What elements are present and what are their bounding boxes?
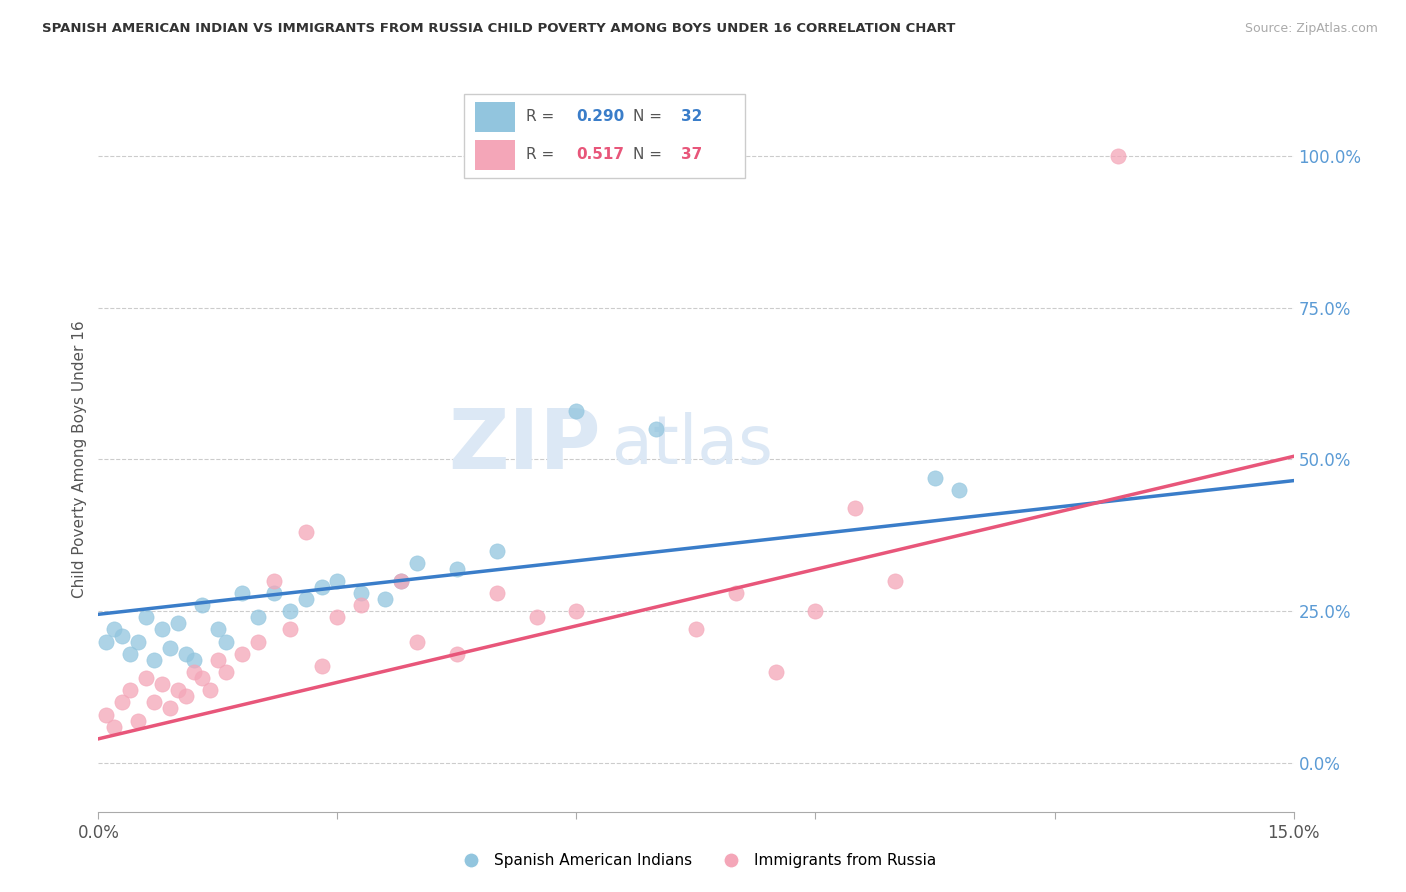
Text: 32: 32	[681, 109, 702, 124]
Point	[111, 628, 134, 642]
Text: ZIP: ZIP	[449, 405, 600, 486]
Point	[159, 640, 181, 655]
Point	[215, 634, 238, 648]
Point	[127, 714, 149, 728]
Point	[645, 422, 668, 436]
Point	[159, 701, 181, 715]
Point	[143, 653, 166, 667]
Point	[231, 586, 253, 600]
Point	[565, 604, 588, 618]
Point	[120, 647, 142, 661]
Point	[311, 580, 333, 594]
Text: N =: N =	[633, 109, 666, 124]
Point	[685, 623, 707, 637]
Point	[446, 562, 468, 576]
Point	[389, 574, 412, 588]
Point	[103, 623, 125, 637]
FancyBboxPatch shape	[475, 140, 515, 169]
Point	[485, 586, 508, 600]
Point	[406, 634, 429, 648]
Point	[183, 665, 205, 679]
Point	[191, 598, 214, 612]
Point	[246, 634, 269, 648]
Point	[1107, 148, 1129, 162]
Point	[183, 653, 205, 667]
Point	[127, 634, 149, 648]
Point	[948, 483, 970, 497]
Point	[174, 647, 197, 661]
Point	[724, 586, 747, 600]
Text: 0.517: 0.517	[576, 147, 624, 162]
Point	[246, 610, 269, 624]
Text: N =: N =	[633, 147, 666, 162]
Point	[294, 592, 316, 607]
Text: 37: 37	[681, 147, 702, 162]
Point	[278, 623, 301, 637]
Point	[526, 610, 548, 624]
Point	[103, 720, 125, 734]
Text: R =: R =	[526, 147, 560, 162]
Point	[406, 556, 429, 570]
Point	[884, 574, 907, 588]
Point	[143, 695, 166, 709]
Point	[485, 543, 508, 558]
Point	[278, 604, 301, 618]
Point	[924, 470, 946, 484]
Point	[844, 500, 866, 515]
Y-axis label: Child Poverty Among Boys Under 16: Child Poverty Among Boys Under 16	[72, 320, 87, 599]
Point	[191, 671, 214, 685]
Text: Source: ZipAtlas.com: Source: ZipAtlas.com	[1244, 22, 1378, 36]
Point	[207, 653, 229, 667]
Point	[263, 586, 285, 600]
Point	[446, 647, 468, 661]
Point	[96, 634, 118, 648]
Point	[326, 574, 349, 588]
Point	[374, 592, 396, 607]
Point	[150, 677, 173, 691]
Point	[294, 525, 316, 540]
Point	[167, 683, 190, 698]
Point	[135, 610, 157, 624]
Point	[198, 683, 221, 698]
Point	[111, 695, 134, 709]
Point	[350, 598, 373, 612]
Point	[350, 586, 373, 600]
Point	[389, 574, 412, 588]
Text: atlas: atlas	[612, 412, 773, 478]
Legend: Spanish American Indians, Immigrants from Russia: Spanish American Indians, Immigrants fro…	[450, 847, 942, 874]
Point	[765, 665, 787, 679]
Text: SPANISH AMERICAN INDIAN VS IMMIGRANTS FROM RUSSIA CHILD POVERTY AMONG BOYS UNDER: SPANISH AMERICAN INDIAN VS IMMIGRANTS FR…	[42, 22, 956, 36]
Point	[215, 665, 238, 679]
Text: R =: R =	[526, 109, 560, 124]
Point	[565, 404, 588, 418]
FancyBboxPatch shape	[475, 103, 515, 132]
Point	[207, 623, 229, 637]
Text: 0.290: 0.290	[576, 109, 624, 124]
Point	[120, 683, 142, 698]
Point	[231, 647, 253, 661]
Point	[804, 604, 827, 618]
Point	[167, 616, 190, 631]
Point	[174, 690, 197, 704]
Point	[311, 659, 333, 673]
FancyBboxPatch shape	[464, 94, 745, 178]
Point	[96, 707, 118, 722]
Point	[326, 610, 349, 624]
Point	[135, 671, 157, 685]
Point	[150, 623, 173, 637]
Point	[263, 574, 285, 588]
